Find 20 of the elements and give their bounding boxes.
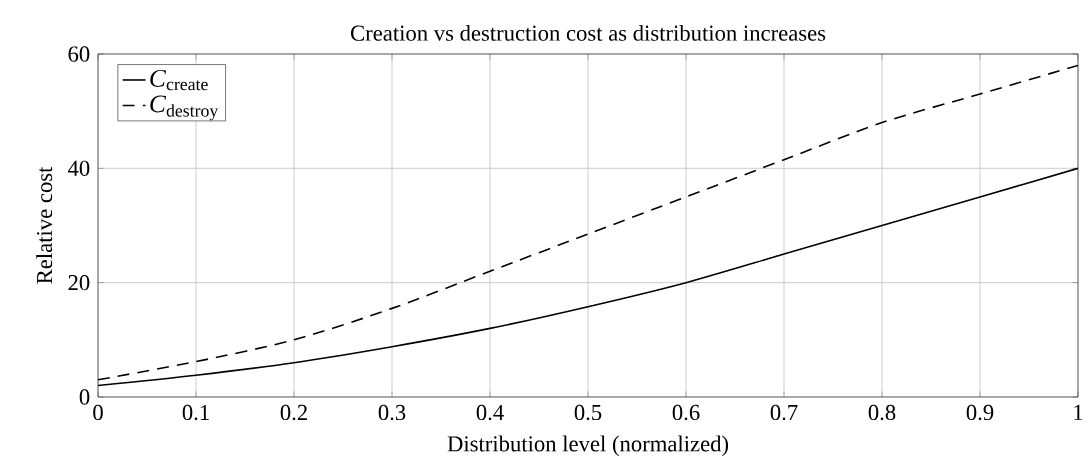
x-tick-label: 0.7 xyxy=(770,404,798,421)
x-tick-label: 0.5 xyxy=(574,404,602,421)
legend-label: C$_{destroy}$ xyxy=(150,95,219,121)
legend-label: C$_{create}$ xyxy=(150,69,208,91)
y-tick-label: 0 xyxy=(79,389,90,405)
x-tick-label: 0.2 xyxy=(280,404,307,421)
x-tick-label: 0.6 xyxy=(672,404,700,421)
x-tick-label: 0.3 xyxy=(378,404,406,421)
y-tick-label: 40 xyxy=(67,160,90,176)
y-axis-title: Relative cost xyxy=(36,166,53,284)
y-tick-label: 20 xyxy=(68,275,90,291)
x-tick-label: 0.4 xyxy=(476,404,504,421)
x-tick-label: 1 xyxy=(1074,404,1083,420)
x-tick-label: 0.9 xyxy=(966,404,994,421)
x-tick-label: 0.8 xyxy=(868,404,896,421)
x-tick-label: 0.1 xyxy=(182,404,209,421)
x-axis-title: Distribution level (normalized) xyxy=(447,435,729,457)
chart-title: Creation vs destruction cost as distribution increases xyxy=(350,24,826,41)
y-tick-label: 60 xyxy=(68,46,90,62)
x-tick-label: 0 xyxy=(93,404,103,421)
